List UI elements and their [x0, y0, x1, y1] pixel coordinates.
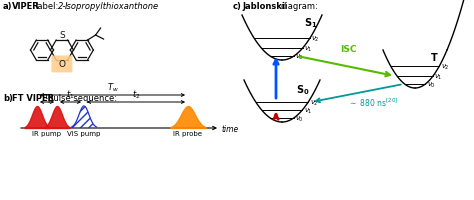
- Text: VIPER: VIPER: [12, 2, 40, 11]
- Text: 2-: 2-: [58, 2, 66, 11]
- Text: Isopropylthioxanthone: Isopropylthioxanthone: [65, 2, 159, 11]
- Text: $t_2$: $t_2$: [132, 89, 140, 101]
- Text: $\mathbf{S_0}$: $\mathbf{S_0}$: [296, 83, 310, 96]
- Text: $\nu_2$: $\nu_2$: [311, 34, 320, 43]
- Text: $\nu_1$: $\nu_1$: [435, 72, 443, 81]
- Text: $\nu_1$: $\nu_1$: [304, 44, 313, 53]
- Text: $\nu_0$: $\nu_0$: [295, 52, 304, 61]
- Text: $T_w$: $T_w$: [107, 82, 118, 94]
- Text: time: time: [222, 124, 239, 133]
- Text: O: O: [58, 60, 65, 69]
- Text: FT VIPER: FT VIPER: [12, 94, 54, 102]
- Text: $\nu_2$: $\nu_2$: [441, 62, 449, 71]
- Text: label:: label:: [35, 2, 58, 11]
- Text: $\tau$: $\tau$: [44, 92, 51, 101]
- Text: S: S: [59, 30, 65, 39]
- Text: b): b): [3, 94, 13, 102]
- Text: Jablonski: Jablonski: [242, 2, 285, 11]
- Text: $\nu_0$: $\nu_0$: [427, 80, 436, 89]
- Text: IR pump: IR pump: [33, 130, 62, 136]
- Text: IR probe: IR probe: [173, 130, 202, 136]
- Text: c): c): [233, 2, 242, 11]
- Text: $\mathbf{S_1}$: $\mathbf{S_1}$: [304, 16, 318, 30]
- Text: $\nu_2$: $\nu_2$: [310, 98, 318, 107]
- Text: $\nu_0$: $\nu_0$: [295, 114, 304, 123]
- Text: $\mathbf{T}$: $\mathbf{T}$: [430, 51, 438, 63]
- Text: diagram:: diagram:: [281, 2, 319, 11]
- Text: VIS pump: VIS pump: [67, 130, 100, 136]
- Text: a): a): [3, 2, 12, 11]
- Text: $\nu_1$: $\nu_1$: [304, 106, 312, 115]
- Text: ISC: ISC: [340, 44, 356, 53]
- Text: pulse sequence:: pulse sequence:: [48, 94, 117, 102]
- FancyBboxPatch shape: [51, 56, 73, 73]
- Text: $\sim$ 880 ns$^{[20]}$: $\sim$ 880 ns$^{[20]}$: [348, 96, 398, 109]
- Text: $t_1$: $t_1$: [66, 89, 75, 101]
